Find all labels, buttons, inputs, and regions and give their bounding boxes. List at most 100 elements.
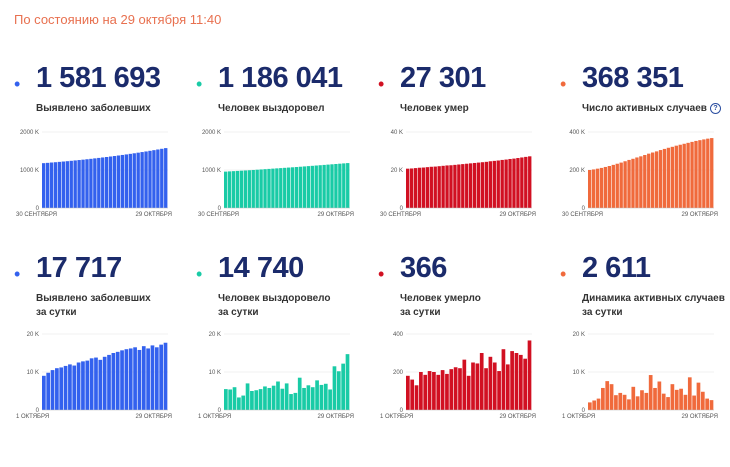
bar[interactable] <box>330 164 334 208</box>
bar[interactable] <box>342 163 346 208</box>
bar[interactable] <box>323 383 328 410</box>
bar[interactable] <box>484 161 489 208</box>
bar[interactable] <box>596 398 601 410</box>
bar[interactable] <box>479 353 484 410</box>
bar[interactable] <box>116 155 121 208</box>
bar[interactable] <box>488 356 493 410</box>
bar[interactable] <box>414 385 419 410</box>
bar[interactable] <box>696 382 701 410</box>
bar[interactable] <box>101 157 105 208</box>
bar[interactable] <box>653 387 657 410</box>
bar[interactable] <box>475 363 480 410</box>
bar[interactable] <box>687 377 692 410</box>
bar[interactable] <box>710 138 714 208</box>
bar[interactable] <box>267 168 271 208</box>
bar[interactable] <box>429 166 433 208</box>
bar[interactable] <box>666 147 671 208</box>
bar[interactable] <box>61 161 66 208</box>
bar[interactable] <box>643 154 647 208</box>
bar[interactable] <box>406 168 410 208</box>
bar[interactable] <box>97 157 101 208</box>
bar[interactable] <box>89 158 93 208</box>
bar[interactable] <box>89 358 94 410</box>
bar[interactable] <box>55 368 59 410</box>
bar[interactable] <box>85 360 90 410</box>
bar[interactable] <box>619 162 623 208</box>
bar[interactable] <box>605 381 610 410</box>
bar[interactable] <box>346 163 350 208</box>
bar[interactable] <box>310 387 315 410</box>
bar[interactable] <box>81 159 85 208</box>
bar[interactable] <box>627 399 631 410</box>
bar[interactable] <box>657 381 662 411</box>
bar[interactable] <box>42 163 46 208</box>
bar[interactable] <box>427 371 432 410</box>
bar[interactable] <box>654 151 659 208</box>
bar[interactable] <box>148 150 152 208</box>
bar[interactable] <box>152 150 156 208</box>
bar[interactable] <box>622 394 627 410</box>
bar[interactable] <box>294 167 299 208</box>
bar[interactable] <box>94 357 98 410</box>
bar[interactable] <box>302 166 307 208</box>
bar[interactable] <box>661 393 666 410</box>
bar[interactable] <box>258 389 263 410</box>
bar[interactable] <box>601 387 605 410</box>
bar[interactable] <box>686 142 690 208</box>
bar[interactable] <box>674 145 678 208</box>
bar[interactable] <box>231 171 236 208</box>
bar[interactable] <box>279 168 283 208</box>
bar[interactable] <box>627 159 631 208</box>
bar[interactable] <box>77 160 81 208</box>
bar[interactable] <box>298 166 303 208</box>
bar[interactable] <box>53 162 58 208</box>
bar[interactable] <box>700 391 705 410</box>
bar[interactable] <box>144 151 148 208</box>
bar[interactable] <box>670 384 675 410</box>
bar[interactable] <box>436 374 441 410</box>
bar[interactable] <box>290 167 295 208</box>
bar[interactable] <box>338 163 342 208</box>
bar[interactable] <box>136 152 140 208</box>
bar[interactable] <box>345 354 350 410</box>
bar[interactable] <box>232 387 237 410</box>
bar[interactable] <box>492 160 496 208</box>
bar[interactable] <box>46 372 51 410</box>
bar[interactable] <box>644 392 649 410</box>
bar[interactable] <box>284 383 289 410</box>
bar[interactable] <box>469 163 473 208</box>
bar[interactable] <box>245 383 250 410</box>
bar[interactable] <box>306 385 311 410</box>
bar[interactable] <box>588 170 592 208</box>
bar[interactable] <box>635 396 640 410</box>
bar[interactable] <box>670 146 675 208</box>
bar[interactable] <box>433 166 437 208</box>
bar[interactable] <box>595 168 600 208</box>
bar[interactable] <box>501 349 506 410</box>
bar[interactable] <box>662 148 667 208</box>
bar[interactable] <box>592 400 597 411</box>
bar[interactable] <box>237 397 241 410</box>
bar[interactable] <box>59 367 64 410</box>
bar[interactable] <box>709 400 714 410</box>
bar[interactable] <box>516 158 520 208</box>
bar[interactable] <box>410 379 415 410</box>
bar[interactable] <box>432 372 436 410</box>
bar[interactable] <box>69 160 73 208</box>
bar[interactable] <box>318 165 322 208</box>
bar[interactable] <box>271 385 276 410</box>
bar[interactable] <box>154 347 159 410</box>
bar[interactable] <box>505 364 510 410</box>
bar[interactable] <box>466 375 471 410</box>
bar[interactable] <box>263 169 267 208</box>
bar[interactable] <box>224 389 228 410</box>
bar[interactable] <box>648 375 653 410</box>
bar[interactable] <box>497 371 501 410</box>
bar[interactable] <box>599 167 604 208</box>
bar[interactable] <box>239 170 244 208</box>
bar[interactable] <box>611 164 615 208</box>
bar[interactable] <box>514 353 519 410</box>
bar[interactable] <box>666 397 670 410</box>
bar[interactable] <box>287 167 291 208</box>
bar[interactable] <box>518 354 523 410</box>
